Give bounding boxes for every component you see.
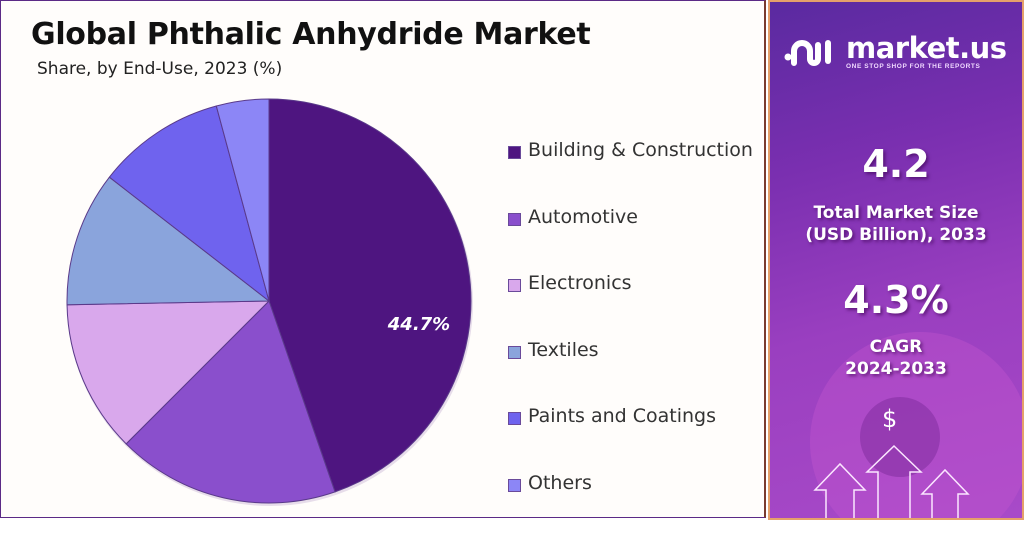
legend-item: Others [508,472,753,538]
market-size-value: 4.2 [770,142,1022,186]
legend-label: Building & Construction [528,139,753,161]
market-size-label-line2: (USD Billion), 2033 [770,224,1022,246]
legend-label: Automotive [528,206,638,228]
cagr-value: 4.3% [770,278,1022,322]
cagr-label: CAGR 2024-2033 [770,336,1022,380]
brand-name: market.us [846,34,1007,62]
cagr-label-line2: 2024-2033 [770,358,1022,380]
legend-item: Electronics [508,272,753,339]
pie-data-label: 44.7% [387,314,450,335]
legend-label: Paints and Coatings [528,405,716,427]
chart-title: Global Phthalic Anhydride Market [31,17,590,52]
chart-legend: Building & Construction Automotive Electro… [508,139,753,538]
dollar-icon: $ [882,405,897,433]
legend-label: Electronics [528,272,632,294]
legend-swatch-icon [508,213,521,226]
market-us-logo-icon [784,37,840,67]
legend-label: Textiles [528,339,599,361]
market-size-label: Total Market Size (USD Billion), 2033 [770,202,1022,246]
legend-swatch-icon [508,346,521,359]
growth-arrows-icon [810,442,990,520]
legend-item: Automotive [508,206,753,273]
chart-panel: Global Phthalic Anhydride Market Share, … [0,0,766,518]
legend-item: Textiles [508,339,753,406]
legend-swatch-icon [508,279,521,292]
legend-item: Building & Construction [508,139,753,206]
summary-sidebar: market.us ONE STOP SHOP FOR THE REPORTS … [768,0,1024,520]
market-size-label-line1: Total Market Size [770,202,1022,224]
chart-subtitle: Share, by End-Use, 2023 (%) [37,59,282,79]
pie-chart: 44.7% [61,95,481,515]
brand-logo: market.us ONE STOP SHOP FOR THE REPORTS [784,34,1007,70]
legend-swatch-icon [508,412,521,425]
legend-item: Paints and Coatings [508,405,753,472]
legend-swatch-icon [508,146,521,159]
cagr-label-line1: CAGR [770,336,1022,358]
legend-swatch-icon [508,479,521,492]
legend-label: Others [528,472,592,494]
